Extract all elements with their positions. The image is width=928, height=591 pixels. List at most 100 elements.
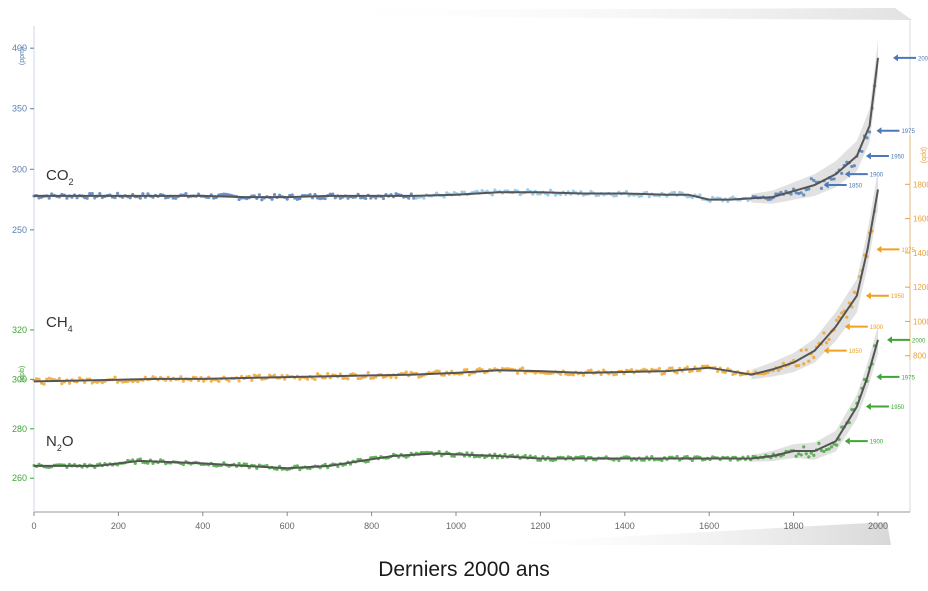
n2o-data-point [465,451,469,455]
co2-data-point [518,193,522,197]
ch4-annotation-label: 1975 [901,248,915,254]
ch4-data-point [366,371,370,375]
ch4-data-point [417,375,421,379]
ch4-data-point [419,374,423,378]
ch4-data-point [315,372,320,376]
ch4-data-point [546,371,550,376]
co2-data-point [710,195,715,199]
n2o-annotation-arrowhead [887,336,892,344]
ch4-data-point [776,368,781,372]
ch4-data-point [764,371,768,375]
ch4-data-point [283,377,287,381]
ch4-data-point [143,375,148,379]
x-tick-label: 2000 [868,521,888,531]
ch4-data-point [835,318,839,322]
ch4-data-point [807,359,811,363]
ch4-data-point [847,301,851,305]
co2-data-point [766,197,770,202]
ch4-data-point [612,373,616,377]
x-tick-label: 1600 [699,521,719,531]
ch4-data-point [695,369,699,373]
n2o-trend-line [34,339,879,470]
ch4-data-point [662,371,667,376]
n2o-data-point [541,455,545,459]
n2o-data-point [797,452,801,456]
n2o-annotation-arrowhead [876,373,882,381]
ch4-data-point [837,315,841,319]
ch4-data-point [123,380,127,384]
n2o-y-tick-label: 320 [12,325,27,335]
co2-data-point [840,171,844,175]
co2-data-point [346,196,350,200]
co2-trend-line [34,57,879,201]
co2-data-point [164,196,168,200]
ch4-data-point [802,362,806,366]
co2-data-point [571,189,575,193]
ch4-data-point [812,355,816,360]
ch4-annotation-arrowhead [865,292,871,300]
ch4-data-point [100,380,104,385]
co2-data-point [184,191,188,196]
n2o-annotation-arrowhead [865,403,871,411]
co2-data-point [637,194,641,198]
co2-data-point [832,177,836,181]
co2-data-point [260,198,264,202]
ch4-data-point [564,372,568,376]
ch4-data-point [660,372,664,376]
co2-data-point [819,186,824,190]
ch4-data-point [738,373,743,377]
co2-data-point [308,192,312,197]
co2-annotation-arrowhead [823,181,829,189]
ch4-data-point [822,331,826,335]
co2-data-point [237,197,241,202]
ch4-data-point [478,367,482,371]
co2-annotation-label: 1850 [849,184,863,190]
ch4-data-point [614,372,618,376]
n2o-data-point [133,461,137,465]
n2o-data-point [804,452,808,456]
n2o-data-point [807,455,811,459]
co2-data-point [860,149,864,154]
n2o-data-point [404,455,408,459]
ch4-data-point [559,372,563,376]
co2-data-point [381,196,386,201]
co2-data-point [295,197,299,201]
co2-y-tick-label: 400 [12,43,27,53]
co2-data-point [257,193,261,197]
ch4-data-point [670,366,674,370]
ch4-data-point [267,373,272,377]
co2-y-tick-label: 350 [12,104,27,114]
co2-data-point [65,196,69,200]
ch4-data-point [90,381,94,385]
co2-data-point [670,191,674,195]
co2-data-point [685,195,689,199]
co2-data-point [769,197,773,201]
ch4-data-point [465,367,469,372]
chart-marks: 2503003504002000197519501900185080010001… [12,40,928,531]
co2-data-point [460,190,464,194]
ch4-data-point [850,305,854,309]
ch4-data-point [505,366,510,371]
ch4-data-point [731,372,735,377]
co2-annotation-label: 1950 [891,154,905,160]
ch4-data-point [852,290,856,294]
co2-data-point [627,194,631,198]
co2-data-point [475,189,479,193]
ch4-data-point [272,373,277,377]
co2-data-point [171,196,175,200]
ch4-data-point [723,370,727,375]
co2-data-point [640,194,644,198]
n2o-y-tick-label: 280 [12,424,27,434]
co2-data-point [85,196,89,200]
co2-data-point [141,192,145,196]
n2o-data-point [675,454,679,459]
n2o-data-point [812,453,816,457]
n2o-data-point [523,453,527,458]
co2-data-point [462,190,467,194]
n2o-y-tick-label: 300 [12,374,27,384]
ch4-data-point [151,375,155,379]
ch4-data-point [566,373,570,377]
ch4-data-point [845,315,849,319]
x-tick-label: 800 [364,521,379,531]
co2-data-point [594,194,598,198]
